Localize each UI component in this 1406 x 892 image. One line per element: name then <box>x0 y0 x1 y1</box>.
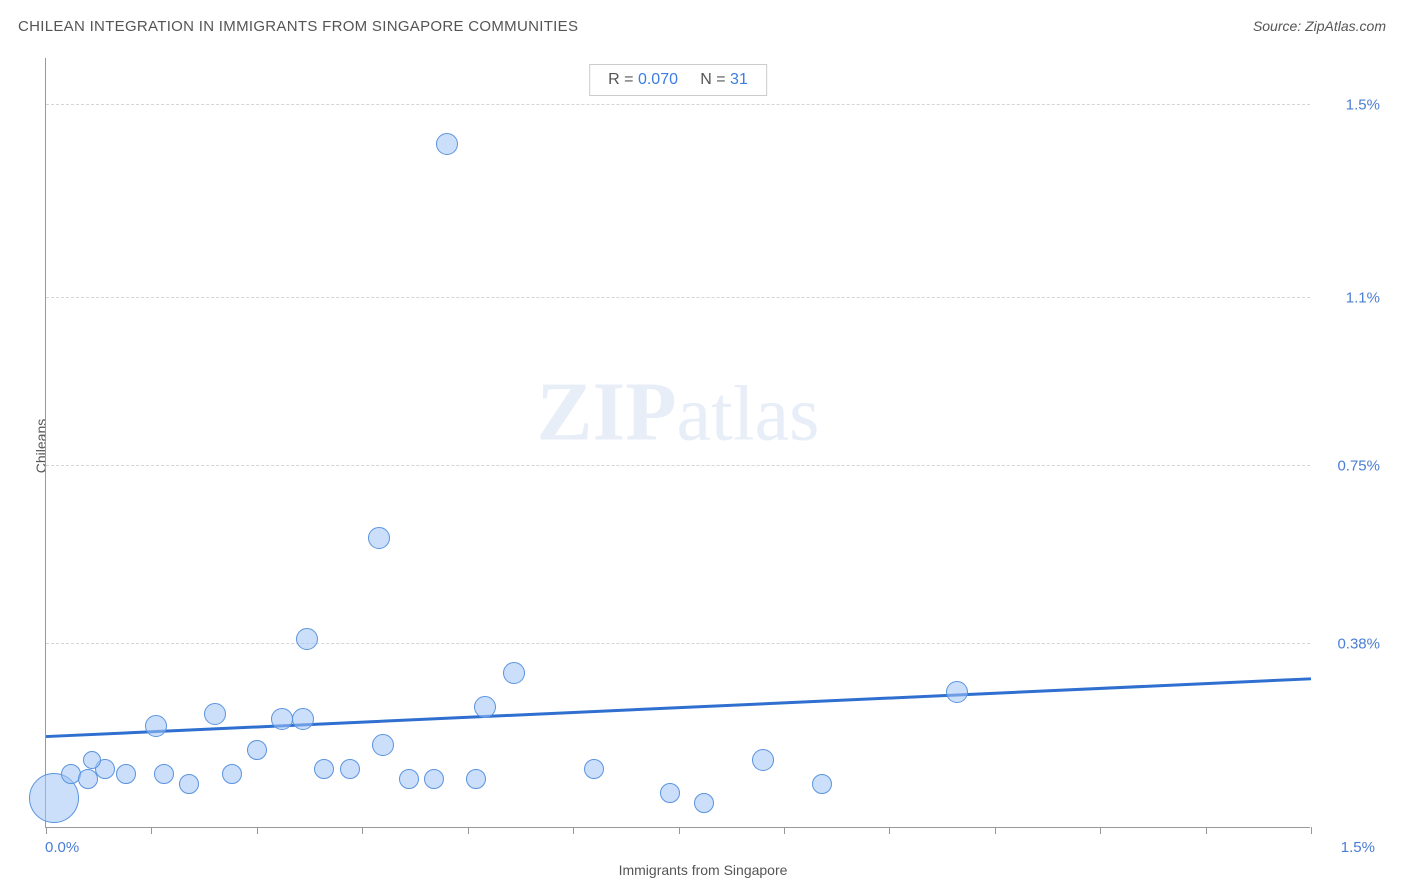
scatter-chart: ZIPatlas R = 0.070 N = 31 0.38%0.75%1.1%… <box>45 58 1310 828</box>
data-point <box>946 681 968 703</box>
data-point <box>752 749 774 771</box>
x-tick <box>46 827 47 834</box>
y-tick-label: 1.1% <box>1320 289 1380 306</box>
data-point <box>812 774 832 794</box>
data-point <box>247 740 267 760</box>
x-axis-label: Immigrants from Singapore <box>619 862 788 878</box>
y-tick-label: 0.75% <box>1320 458 1380 475</box>
data-point <box>399 769 419 789</box>
x-tick-label: 1.5% <box>1341 839 1375 856</box>
y-tick-label: 1.5% <box>1320 97 1380 114</box>
x-tick <box>151 827 152 834</box>
data-point <box>271 708 293 730</box>
x-tick <box>995 827 996 834</box>
source-label: Source: ZipAtlas.com <box>1253 18 1386 34</box>
data-point <box>296 628 318 650</box>
x-tick <box>679 827 680 834</box>
data-point <box>503 662 525 684</box>
data-point <box>179 774 199 794</box>
data-point <box>340 759 360 779</box>
data-point <box>694 793 714 813</box>
data-point <box>660 783 680 803</box>
data-point <box>466 769 486 789</box>
y-tick-label: 0.38% <box>1320 636 1380 653</box>
x-tick <box>889 827 890 834</box>
data-point <box>83 751 101 769</box>
data-point <box>204 703 226 725</box>
x-tick <box>257 827 258 834</box>
x-tick <box>784 827 785 834</box>
chart-title: CHILEAN INTEGRATION IN IMMIGRANTS FROM S… <box>18 18 578 35</box>
x-tick <box>362 827 363 834</box>
data-point <box>222 764 242 784</box>
data-point <box>474 696 496 718</box>
x-tick <box>468 827 469 834</box>
data-point <box>584 759 604 779</box>
x-tick <box>1206 827 1207 834</box>
data-point <box>154 764 174 784</box>
x-tick <box>573 827 574 834</box>
trend-line <box>46 58 1310 828</box>
x-tick <box>1100 827 1101 834</box>
data-point <box>424 769 444 789</box>
data-point <box>292 708 314 730</box>
x-tick-label: 0.0% <box>45 839 79 856</box>
data-point <box>145 715 167 737</box>
x-tick <box>1311 827 1312 834</box>
data-point <box>372 734 394 756</box>
data-point <box>314 759 334 779</box>
data-point <box>368 527 390 549</box>
data-point <box>116 764 136 784</box>
data-point <box>436 133 458 155</box>
